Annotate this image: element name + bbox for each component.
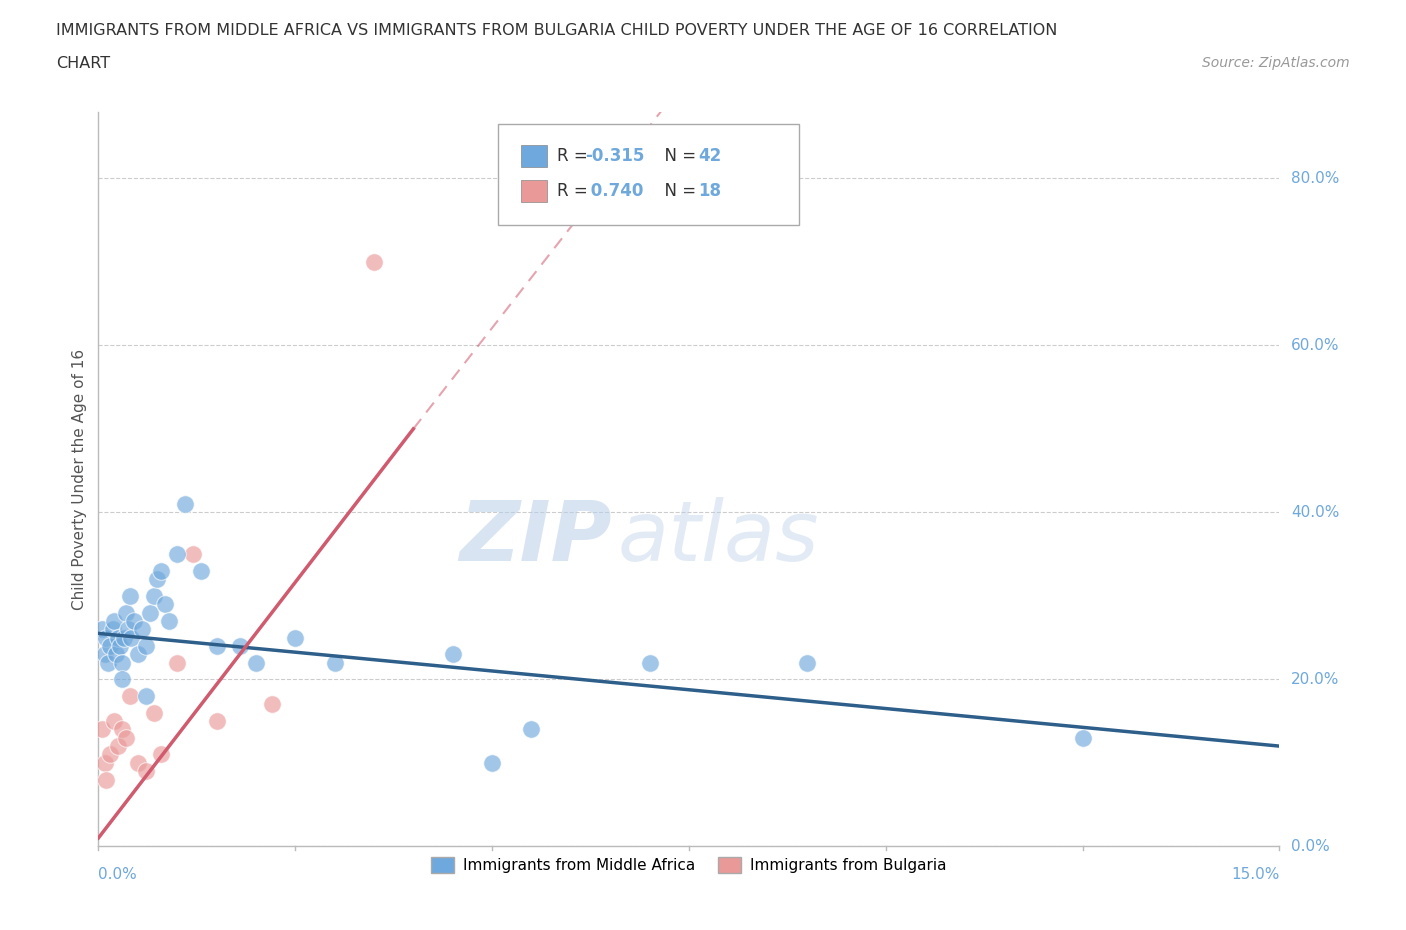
Point — [155, 597, 177, 612]
Text: ZIP: ZIP — [460, 498, 612, 578]
Point — [174, 497, 197, 512]
Point — [150, 747, 173, 762]
Point — [131, 622, 153, 637]
Text: R =: R = — [557, 182, 593, 200]
Text: 42: 42 — [699, 147, 721, 165]
Point — [205, 639, 228, 654]
Text: atlas: atlas — [619, 498, 820, 578]
Point — [107, 738, 129, 753]
FancyBboxPatch shape — [498, 124, 799, 225]
Point — [115, 730, 138, 745]
Point — [96, 772, 118, 787]
Text: -0.315: -0.315 — [585, 147, 644, 165]
Point — [260, 697, 283, 711]
Point — [96, 631, 118, 645]
Point — [441, 647, 464, 662]
Point — [135, 639, 157, 654]
Point — [166, 547, 188, 562]
Point — [101, 622, 124, 637]
Point — [107, 631, 129, 645]
Text: 40.0%: 40.0% — [1291, 505, 1340, 520]
Text: 80.0%: 80.0% — [1291, 171, 1340, 186]
Y-axis label: Child Poverty Under the Age of 16: Child Poverty Under the Age of 16 — [72, 349, 87, 609]
Point — [97, 655, 120, 670]
Point — [205, 713, 228, 728]
Point — [122, 614, 145, 629]
Text: Source: ZipAtlas.com: Source: ZipAtlas.com — [1202, 56, 1350, 70]
Point — [638, 655, 661, 670]
Point — [91, 722, 114, 737]
Point — [323, 655, 346, 670]
Point — [111, 722, 134, 737]
Point — [112, 631, 135, 645]
Point — [245, 655, 267, 670]
Point — [103, 713, 125, 728]
Point — [1071, 730, 1094, 745]
Text: 0.0%: 0.0% — [98, 867, 138, 883]
Text: IMMIGRANTS FROM MIDDLE AFRICA VS IMMIGRANTS FROM BULGARIA CHILD POVERTY UNDER TH: IMMIGRANTS FROM MIDDLE AFRICA VS IMMIGRA… — [56, 23, 1057, 38]
Point — [135, 764, 157, 778]
Text: 18: 18 — [699, 182, 721, 200]
Point — [142, 589, 165, 604]
Legend: Immigrants from Middle Africa, Immigrants from Bulgaria: Immigrants from Middle Africa, Immigrant… — [425, 851, 953, 879]
Text: 0.740: 0.740 — [585, 182, 644, 200]
Point — [93, 755, 115, 770]
Point — [481, 755, 503, 770]
Text: 60.0%: 60.0% — [1291, 338, 1340, 352]
Point — [166, 655, 188, 670]
Point — [142, 705, 165, 720]
Point — [229, 639, 252, 654]
Text: CHART: CHART — [56, 56, 110, 71]
Point — [796, 655, 818, 670]
FancyBboxPatch shape — [522, 145, 547, 166]
Point — [284, 631, 307, 645]
Point — [520, 722, 543, 737]
Point — [93, 647, 115, 662]
Point — [118, 589, 141, 604]
Point — [110, 639, 132, 654]
Point — [181, 547, 204, 562]
Point — [190, 564, 212, 578]
Text: R =: R = — [557, 147, 593, 165]
Point — [117, 622, 139, 637]
Point — [127, 647, 149, 662]
Point — [127, 755, 149, 770]
Point — [111, 655, 134, 670]
Text: 20.0%: 20.0% — [1291, 671, 1340, 687]
Point — [104, 647, 127, 662]
Point — [98, 639, 121, 654]
Text: N =: N = — [654, 147, 700, 165]
Point — [98, 747, 121, 762]
Point — [121, 631, 143, 645]
FancyBboxPatch shape — [522, 179, 547, 202]
Point — [146, 572, 169, 587]
Point — [111, 671, 134, 686]
Point — [150, 564, 173, 578]
Point — [138, 605, 160, 620]
Point — [135, 688, 157, 703]
Point — [363, 255, 385, 270]
Point — [115, 605, 138, 620]
Text: 0.0%: 0.0% — [1291, 839, 1330, 854]
Point — [103, 614, 125, 629]
Text: 15.0%: 15.0% — [1232, 867, 1279, 883]
Point — [118, 688, 141, 703]
Point — [157, 614, 180, 629]
Text: N =: N = — [654, 182, 700, 200]
Point — [91, 622, 114, 637]
